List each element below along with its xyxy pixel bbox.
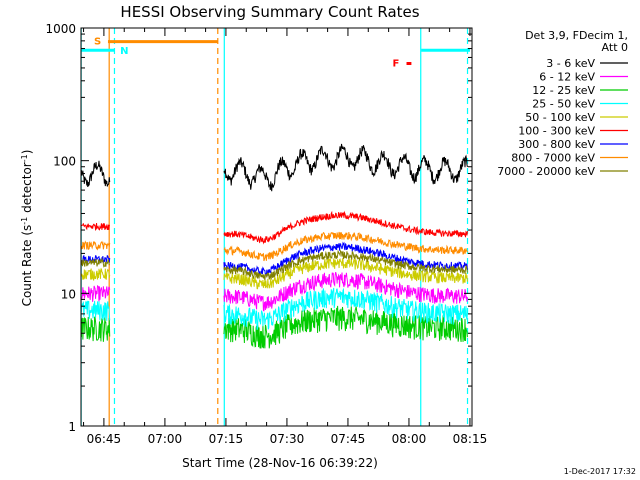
series-line-0-segment-0 <box>80 160 111 188</box>
y-axis-label: Count Rate (s-1 detector-1) <box>20 150 35 307</box>
legend-label-6: 300 - 800 keV <box>518 138 595 151</box>
y-tick-label-3: 1000 <box>45 22 76 36</box>
series-line-7-segment-1 <box>223 231 468 262</box>
legend-header-line1: Det 3,9, FDecim 1, <box>525 29 628 42</box>
legend-label-0: 3 - 6 keV <box>546 57 595 70</box>
y-axis-ticks: 1 10 100 1000 <box>45 22 472 434</box>
legend-label-1: 6 - 12 keV <box>539 71 595 84</box>
series-line-5-segment-1 <box>223 210 468 245</box>
legend-label-2: 12 - 25 keV <box>532 84 595 97</box>
status-flags: N S F <box>81 37 470 70</box>
series-line-6-segment-1 <box>223 241 468 277</box>
x-tick-label-4: 07:45 <box>331 432 366 446</box>
y-tick-label-2: 100 <box>53 155 76 169</box>
x-tick-label-0: 06:45 <box>87 432 122 446</box>
legend-label-4: 50 - 100 keV <box>525 111 595 124</box>
series-line-8-segment-1 <box>223 249 468 281</box>
series-line-2-segment-0 <box>80 316 111 342</box>
y-tick-label-1: 10 <box>61 287 76 301</box>
series-line-5-segment-0 <box>81 223 111 232</box>
x-axis-label: Start Time (28-Nov-16 06:39:22) <box>182 456 378 470</box>
legend-header-line2: Att 0 <box>602 41 628 54</box>
flare-flag-label: F <box>393 59 400 70</box>
series-line-3-segment-1 <box>223 287 468 331</box>
x-tick-label-6: 08:15 <box>453 432 488 446</box>
y-tick-label-0: 1 <box>68 420 76 434</box>
series-line-7-segment-0 <box>80 240 111 251</box>
saa-flag-label: S <box>94 37 101 48</box>
series-line-0-segment-1 <box>223 143 468 192</box>
series-line-4-segment-0 <box>80 268 111 282</box>
plot-frame <box>80 27 473 427</box>
series-line-1-segment-1 <box>223 271 468 312</box>
x-tick-label-5: 08:00 <box>392 432 427 446</box>
series-line-3-segment-0 <box>80 300 111 321</box>
series-line-2-segment-1 <box>223 305 468 349</box>
legend-label-8: 7000 - 20000 keV <box>497 165 595 178</box>
x-tick-label-1: 07:00 <box>148 432 183 446</box>
chart-title: HESSI Observing Summary Count Rates <box>120 3 419 21</box>
night-flag-label-0: N <box>120 46 128 57</box>
series-lines <box>80 143 468 349</box>
x-axis-ticks: 06:45 07:00 07:15 07:30 07:45 08:00 08:15 <box>83 28 488 446</box>
series-line-4-segment-1 <box>223 257 468 290</box>
x-tick-label-2: 07:15 <box>209 432 244 446</box>
x-tick-label-3: 07:30 <box>270 432 305 446</box>
legend-label-5: 100 - 300 keV <box>518 125 595 138</box>
series-line-1-segment-0 <box>80 285 111 302</box>
footer-timestamp: 1-Dec-2017 17:32 <box>564 467 636 476</box>
legend-label-7: 800 - 7000 keV <box>511 152 595 165</box>
legend-label-3: 25 - 50 keV <box>532 98 595 111</box>
series-line-8-segment-0 <box>80 257 110 268</box>
